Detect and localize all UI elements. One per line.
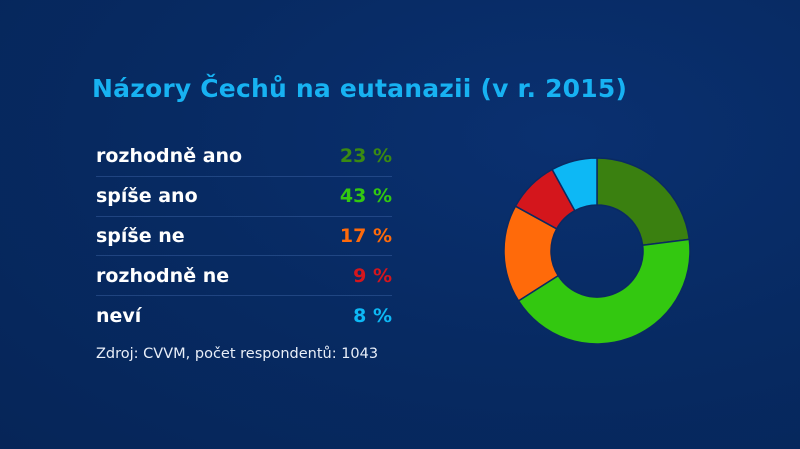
legend-row: rozhodně ano 23 % (96, 137, 392, 177)
legend-row: spíše ano 43 % (96, 177, 392, 217)
legend-row: spíše ne 17 % (96, 217, 392, 257)
legend-row: rozhodně ne 9 % (96, 256, 392, 297)
source-note: Zdroj: CVVM, počet respondentů: 1043 (96, 346, 379, 362)
category-label: neví (96, 304, 142, 327)
value-label: 23 % (339, 145, 392, 168)
donut-slice-2 (517, 238, 691, 345)
value-label: 17 % (339, 224, 392, 247)
category-label: rozhodně ne (96, 264, 230, 287)
chart-title: Názory Čechů na eutanazii (v r. 2015) (92, 74, 628, 103)
donut-chart (503, 157, 691, 345)
category-label: spíše ano (96, 185, 198, 208)
donut-slice-1 (596, 157, 691, 247)
category-label: spíše ne (96, 224, 185, 247)
legend-table: rozhodně ano 23 % spíše ano 43 % spíše n… (96, 137, 392, 335)
category-label: rozhodně ano (96, 145, 243, 168)
value-label: 43 % (339, 185, 392, 208)
donut-slice-5 (551, 157, 598, 212)
value-label: 8 % (353, 304, 392, 327)
value-label: 9 % (353, 264, 392, 287)
legend-row: neví 8 % (96, 296, 392, 335)
